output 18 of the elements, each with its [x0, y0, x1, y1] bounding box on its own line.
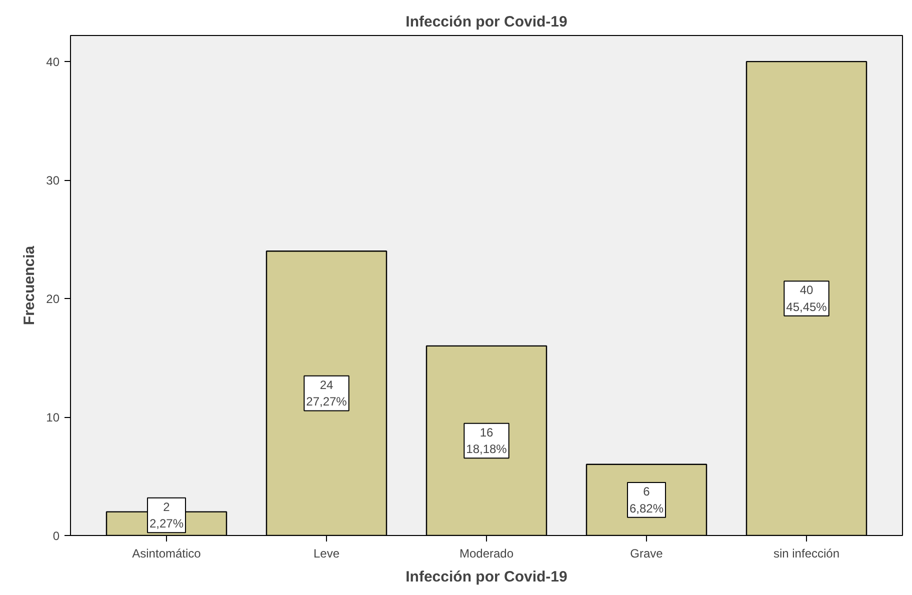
- x-axis-title: Infección por Covid-19: [406, 568, 568, 586]
- chart-title: Infección por Covid-19: [406, 14, 568, 30]
- y-tick-label: 40: [46, 55, 60, 70]
- y-tick-label: 10: [46, 410, 60, 425]
- x-tick-label: Leve: [313, 546, 340, 560]
- data-label: 16 18,18%: [466, 425, 508, 456]
- x-tick-label: sin infección: [773, 546, 840, 560]
- y-tick-label: 30: [46, 174, 60, 188]
- data-label: 40 45,45%: [786, 283, 828, 314]
- data-label: 6 6,82%: [629, 484, 664, 516]
- y-tick-label: 20: [46, 292, 60, 306]
- data-label: 24 27,27%: [306, 378, 348, 409]
- y-tick-label: 0: [52, 529, 60, 543]
- x-tick-label: Grave: [630, 546, 664, 560]
- y-axis-title: Frecuencia: [21, 245, 38, 326]
- data-label: 2 2,27%: [149, 500, 184, 531]
- x-tick-label: Moderado: [459, 546, 514, 560]
- x-tick-label: Asintomático: [132, 546, 202, 560]
